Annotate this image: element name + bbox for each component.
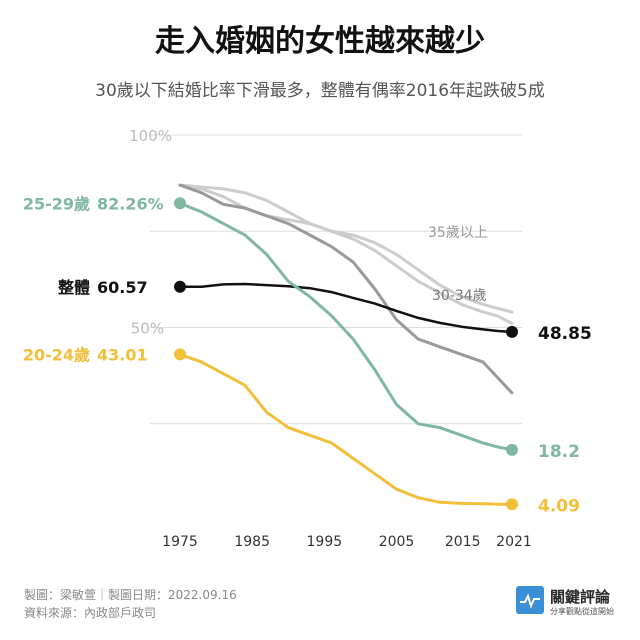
series-label: 整體: [57, 278, 90, 297]
logo-tagline: 分享觀點從這開始: [550, 607, 614, 616]
series-label: 35歲以上: [428, 225, 488, 241]
data-point: [174, 348, 186, 361]
x-tick-label: 2015: [445, 534, 481, 550]
chart-title: 走入婚姻的女性越來越少: [155, 24, 485, 59]
data-point: [174, 280, 186, 293]
series-line: [178, 352, 514, 506]
data-label: 60.57: [97, 278, 148, 297]
series-line: [178, 183, 514, 395]
x-tick-label: 1975: [162, 534, 198, 550]
data-point: [174, 197, 186, 210]
series-line: [178, 183, 514, 314]
series-label: 20-24歲: [23, 345, 90, 364]
data-point: [506, 325, 518, 338]
data-label: 4.09: [538, 496, 580, 516]
data-label: 82.26%: [97, 194, 164, 213]
data-label: 18.2: [538, 442, 580, 462]
data-point: [506, 498, 518, 511]
series-line: [178, 183, 514, 326]
y-tick-label: 50%: [131, 320, 164, 338]
x-tick-label: 2021: [496, 534, 532, 550]
x-tick-label: 2005: [379, 534, 415, 550]
data-point: [506, 443, 518, 456]
source-text: 資料來源：內政部戶政司: [24, 606, 157, 620]
data-label: 43.01: [97, 345, 148, 364]
data-label: 48.85: [538, 324, 592, 344]
chart-subtitle: 30歲以下結婚比率下滑最多，整體有偶率2016年起跌破5成: [95, 81, 545, 101]
x-tick-label: 1995: [307, 534, 343, 550]
credit-text: 製圖：梁敏萱｜製圖日期：2022.09.16: [24, 588, 237, 602]
series-line: [178, 201, 514, 452]
x-tick-label: 1985: [234, 534, 270, 550]
y-tick-label: 100%: [129, 127, 172, 145]
logo-name: 關鍵評論: [550, 588, 611, 606]
pulse-icon: [516, 586, 544, 614]
series-line: [178, 282, 514, 334]
series-label: 30-34歲: [432, 288, 487, 304]
series-label: 25-29歲: [23, 194, 90, 213]
